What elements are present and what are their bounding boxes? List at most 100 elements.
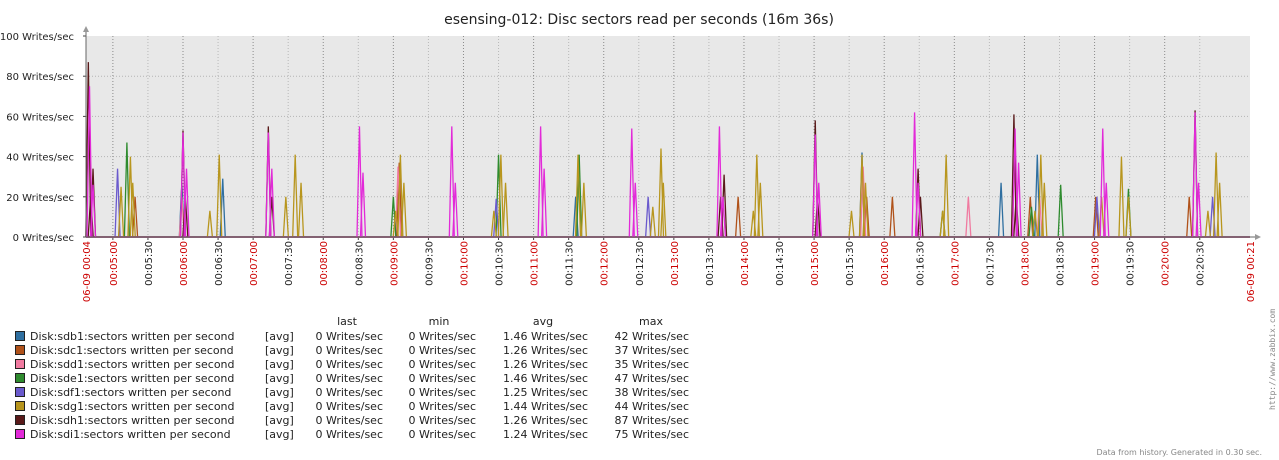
legend-func: [avg] xyxy=(265,344,294,357)
series-spike xyxy=(1099,128,1106,238)
legend-last: 0 Writes/sec xyxy=(315,344,383,357)
series-spike xyxy=(574,154,582,238)
series-spike xyxy=(1027,196,1034,238)
legend-row: Disk:sdd1:sectors written per second [avg… xyxy=(15,358,689,371)
x-tick-label: 00:18:30 xyxy=(1056,241,1067,286)
legend-min: 0 Writes/sec xyxy=(408,330,476,343)
legend-swatch xyxy=(15,429,25,439)
legend-swatch xyxy=(15,401,25,411)
legend-func: [avg] xyxy=(265,428,294,441)
legend-row: Disk:sdh1:sectors written per second [avg… xyxy=(15,414,689,427)
x-tick-label: 00:15:30 xyxy=(845,241,856,286)
series-spike xyxy=(942,154,950,238)
series-spike xyxy=(719,196,727,238)
series-spike xyxy=(632,182,639,238)
x-tick-label: 00:14:30 xyxy=(775,241,786,286)
series-spike xyxy=(1195,182,1202,238)
legend-max: 87 Writes/sec xyxy=(614,414,689,427)
x-tick-label: 00:19:00 xyxy=(1091,241,1102,286)
legend-avg: 1.26 Writes/sec xyxy=(503,414,588,427)
legend-header: max xyxy=(639,315,663,328)
series-spike xyxy=(396,162,403,238)
x-tick-label: 06-09 00:21 xyxy=(1246,241,1257,302)
legend-series-name: Disk:sdb1:sectors written per second xyxy=(30,330,235,343)
legend-swatch xyxy=(15,415,25,425)
x-tick-label: 00:07:00 xyxy=(249,241,260,286)
series-spike xyxy=(911,112,918,238)
series-spike xyxy=(502,182,509,238)
series-spike xyxy=(129,182,136,238)
x-tick-label: 00:18:00 xyxy=(1020,241,1031,286)
series-spike xyxy=(1093,196,1101,238)
y-tick-label: 40 Writes/sec xyxy=(6,153,74,164)
series-spike xyxy=(392,210,399,238)
legend-avg: 1.46 Writes/sec xyxy=(503,372,588,385)
legend: last min avg max Disk:sdb1:sectors written p… xyxy=(15,315,689,441)
x-tick-label: 00:10:00 xyxy=(459,241,470,286)
series-spike xyxy=(1041,182,1048,238)
series-spike xyxy=(580,182,588,238)
series-spike xyxy=(1191,112,1199,238)
x-tick-label: 00:11:30 xyxy=(565,241,576,286)
legend-min: 0 Writes/sec xyxy=(408,400,476,413)
legend-series-name: Disk:sdf1:sectors written per second xyxy=(30,386,231,399)
series-spike xyxy=(1216,182,1223,238)
legend-min: 0 Writes/sec xyxy=(408,428,476,441)
x-axis: 06-09 00:04 06-09 00:21 00:05:00 00:05:30 00… xyxy=(82,237,1257,302)
legend-series-name: Disk:sdh1:sectors written per second xyxy=(30,414,235,427)
series-spike xyxy=(917,196,924,238)
legend-max: 38 Writes/sec xyxy=(614,386,689,399)
x-tick-label: 00:05:00 xyxy=(109,241,120,286)
x-tick-label: 00:15:00 xyxy=(810,241,821,286)
series-spike xyxy=(628,128,635,238)
legend-row: Disk:sde1:sectors written per second [avg… xyxy=(15,372,689,385)
x-tick-label: 00:06:30 xyxy=(214,241,225,286)
x-tick-label: 00:14:00 xyxy=(740,241,751,286)
x-tick-label: 00:10:30 xyxy=(495,241,506,286)
legend-avg: 1.44 Writes/sec xyxy=(503,400,588,413)
legend-max: 44 Writes/sec xyxy=(614,400,689,413)
x-tick-label: 00:12:30 xyxy=(635,241,646,286)
series-spike xyxy=(812,134,819,238)
legend-row: Disk:sdi1:sectors written per second [avg… xyxy=(15,428,689,441)
legend-last: 0 Writes/sec xyxy=(315,372,383,385)
series-spike xyxy=(540,168,548,238)
series-spike xyxy=(452,182,459,238)
series-spike xyxy=(117,186,125,238)
legend-avg: 1.26 Writes/sec xyxy=(503,358,588,371)
series-spike xyxy=(997,182,1005,238)
x-tick-label: 00:08:30 xyxy=(354,241,365,286)
legend-row: Disk:sdf1:sectors written per second [avg… xyxy=(15,386,689,399)
legend-avg: 1.26 Writes/sec xyxy=(503,344,588,357)
y-tick-label: 0 Writes/sec xyxy=(13,233,74,244)
legend-min: 0 Writes/sec xyxy=(408,358,476,371)
series-spike xyxy=(860,166,867,238)
series-spike xyxy=(268,168,275,238)
y-tick-label: 100 Writes/sec xyxy=(0,32,74,43)
x-tick-label: 06-09 00:04 xyxy=(82,241,93,302)
footer-note: Data from history. Generated in 0.30 sec… xyxy=(1097,448,1262,457)
x-tick-label: 00:06:00 xyxy=(179,241,190,286)
legend-header: last xyxy=(337,315,358,328)
zabbix-watermark: http://www.zabbix.com xyxy=(1268,309,1277,410)
series-spike xyxy=(644,196,652,238)
series-spike xyxy=(889,196,896,238)
x-tick-label: 00:19:30 xyxy=(1126,241,1137,286)
legend-last: 0 Writes/sec xyxy=(315,414,383,427)
series-spike xyxy=(914,182,922,238)
y-tick-label: 80 Writes/sec xyxy=(6,72,74,83)
x-tick-label: 00:13:30 xyxy=(705,241,716,286)
series-spike xyxy=(537,126,544,238)
legend-func: [avg] xyxy=(265,386,294,399)
legend-func: [avg] xyxy=(265,330,294,343)
series-spike xyxy=(216,154,223,238)
legend-avg: 1.24 Writes/sec xyxy=(503,428,588,441)
x-tick-label: 00:09:30 xyxy=(424,241,435,286)
series-spike xyxy=(131,196,139,238)
legend-swatch xyxy=(15,373,25,383)
legend-swatch xyxy=(15,345,25,355)
series-spike xyxy=(1010,114,1018,238)
legend-row: Disk:sdc1:sectors written per second [avg… xyxy=(15,344,689,357)
legend-header: min xyxy=(429,315,450,328)
series-spike xyxy=(359,172,367,238)
